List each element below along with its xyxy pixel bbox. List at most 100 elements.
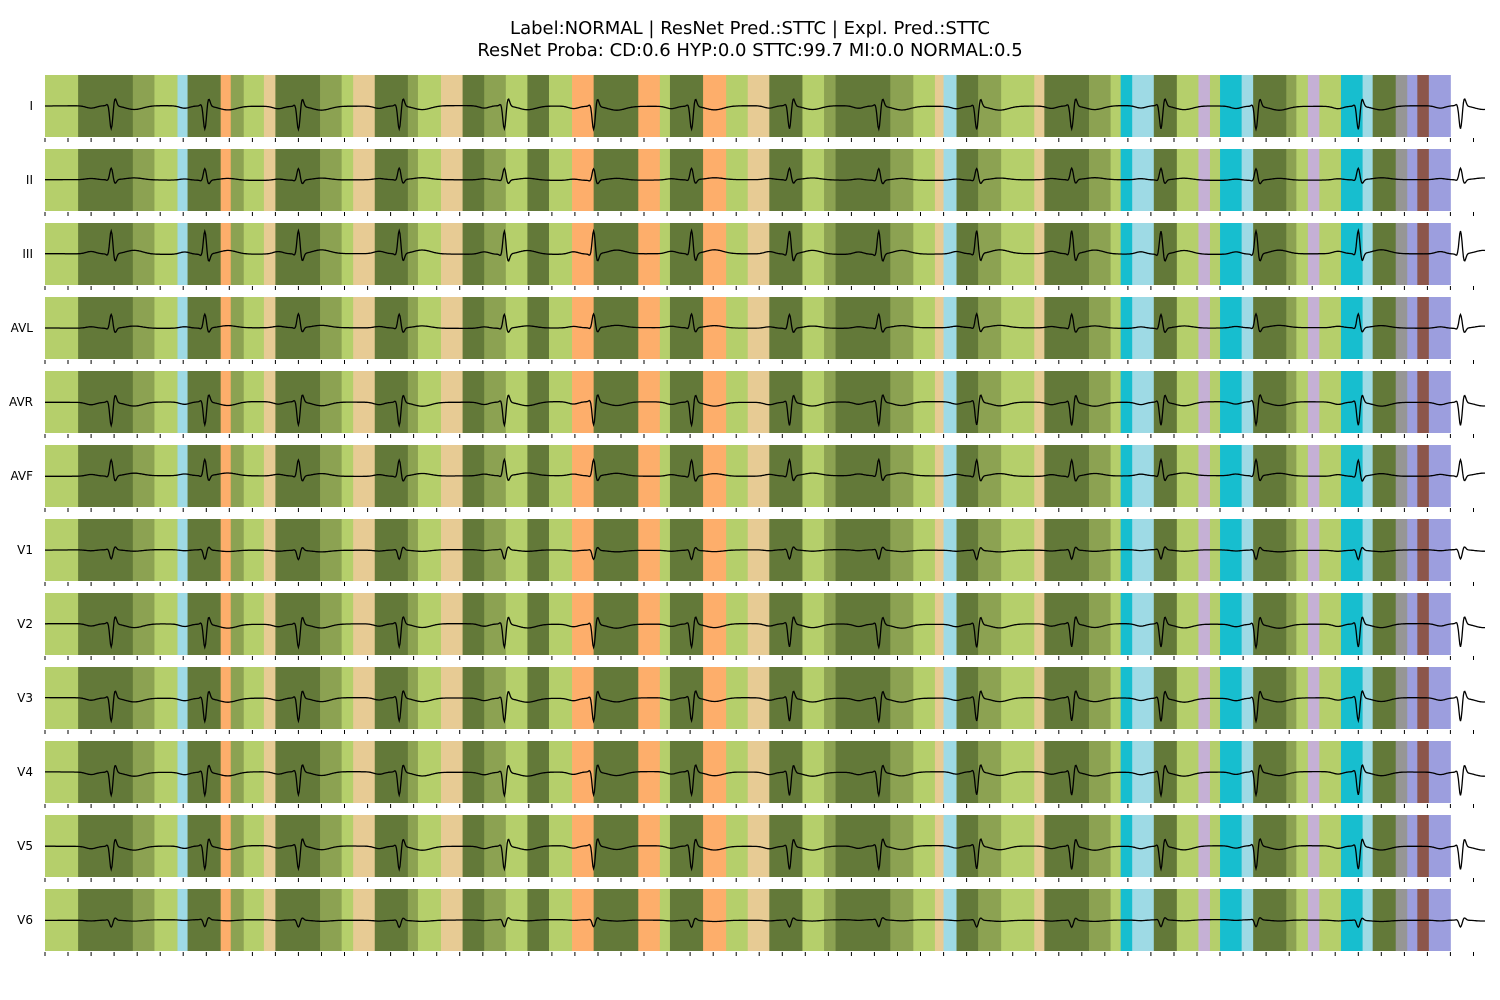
attribution-segment — [1176, 519, 1199, 581]
attribution-segment — [1286, 371, 1297, 433]
attribution-segment — [1372, 889, 1397, 951]
attribution-segment — [1220, 445, 1243, 507]
attribution-segment — [1428, 445, 1451, 507]
attribution-segment — [1428, 223, 1451, 285]
lead-label-v6: V6 — [17, 913, 33, 927]
attribution-segment — [978, 815, 1002, 877]
attribution-segment — [978, 889, 1002, 951]
attribution-segment — [943, 297, 957, 359]
attribution-segment — [703, 149, 727, 211]
ecg-trace-iii — [45, 228, 1486, 262]
attribution-segment — [230, 297, 245, 359]
attribution-segment — [1286, 297, 1297, 359]
attribution-segment — [802, 149, 825, 211]
ecg-trace-ii — [45, 166, 1485, 185]
attribution-segment — [230, 667, 245, 729]
attribution-segment — [132, 297, 155, 359]
attribution-segment — [220, 445, 232, 507]
attribution-segment — [1132, 223, 1155, 285]
lead-label-v5: V5 — [17, 839, 33, 853]
attribution-segment — [177, 223, 188, 285]
attribution-segment — [1089, 371, 1111, 433]
attribution-segment — [320, 889, 343, 951]
attribution-segment — [1176, 593, 1199, 655]
ecg-trace-v4 — [45, 764, 1486, 798]
attribution-segment — [220, 519, 232, 581]
attribution-segment — [177, 741, 188, 803]
attribution-segment — [1153, 519, 1178, 581]
attribution-segment — [943, 445, 957, 507]
title-line-label-prediction: Label:NORMAL | ResNet Pred.:STTC | Expl.… — [510, 18, 990, 39]
ecg-trace-avl — [44, 312, 1485, 334]
attribution-segment — [320, 223, 343, 285]
attribution-segment — [1220, 75, 1243, 137]
attribution-segment — [263, 75, 276, 137]
attribution-segment — [943, 593, 957, 655]
attribution-segment — [220, 593, 232, 655]
attribution-segment — [505, 445, 528, 507]
attribution-segment — [802, 815, 825, 877]
attribution-segment — [320, 815, 343, 877]
attribution-segment — [802, 445, 825, 507]
attribution-segment — [1372, 741, 1397, 803]
attribution-segment — [943, 223, 957, 285]
attribution-segment — [703, 445, 727, 507]
attribution-segment — [1089, 889, 1111, 951]
attribution-segment — [890, 149, 914, 211]
attribution-segment — [263, 593, 276, 655]
attribution-segment — [132, 75, 155, 137]
lead-panel-v5: V5 — [17, 815, 1486, 882]
attribution-segment — [275, 297, 321, 359]
attribution-segment — [527, 223, 550, 285]
attribution-segment — [824, 815, 836, 877]
attribution-segment — [703, 75, 727, 137]
attribution-segment — [659, 519, 671, 581]
lead-label-v4: V4 — [17, 765, 33, 779]
attribution-segment — [572, 593, 595, 655]
attribution-segment — [1132, 149, 1155, 211]
attribution-segment — [669, 593, 704, 655]
attribution-segment — [669, 667, 704, 729]
attribution-segment — [320, 297, 343, 359]
attribution-segment — [177, 371, 188, 433]
attribution-segment — [1372, 297, 1397, 359]
attribution-segment — [703, 519, 727, 581]
attribution-segment — [1089, 445, 1111, 507]
attribution-segment — [1176, 815, 1199, 877]
ecg-trace-i — [45, 98, 1486, 132]
attribution-segment — [1372, 75, 1397, 137]
lead-label-iii: III — [22, 247, 33, 261]
attribution-segment — [978, 75, 1002, 137]
attribution-segment — [177, 445, 188, 507]
attribution-segment — [320, 75, 343, 137]
attribution-segment — [407, 593, 419, 655]
attribution-segment — [978, 593, 1002, 655]
attribution-segment — [1428, 741, 1451, 803]
attribution-segment — [1153, 297, 1178, 359]
attribution-segment — [1176, 149, 1199, 211]
attribution-segment — [1044, 667, 1090, 729]
attribution-segment — [1132, 371, 1155, 433]
attribution-segment — [407, 741, 419, 803]
chart-title: Label:NORMAL | ResNet Pred.:STTC | Expl.… — [0, 18, 1500, 62]
attribution-segment — [407, 889, 419, 951]
attribution-segment — [1220, 815, 1243, 877]
attribution-segment — [1428, 593, 1451, 655]
attribution-segment — [1428, 297, 1451, 359]
attribution-segment — [1132, 445, 1155, 507]
attribution-segment — [1153, 889, 1178, 951]
attribution-segment — [230, 741, 245, 803]
attribution-segment — [890, 519, 914, 581]
attribution-segment — [417, 667, 442, 729]
attribution-segment — [1362, 815, 1374, 877]
attribution-segment — [132, 149, 155, 211]
attribution-segment — [1089, 297, 1111, 359]
lead-label-i: I — [29, 99, 33, 113]
attribution-segment — [1089, 519, 1111, 581]
attribution-segment — [1372, 815, 1397, 877]
attribution-segment — [1089, 75, 1111, 137]
lead-label-v1: V1 — [17, 543, 33, 557]
attribution-segment — [703, 667, 727, 729]
attribution-segment — [132, 667, 155, 729]
ecg-trace-v3 — [45, 690, 1486, 724]
